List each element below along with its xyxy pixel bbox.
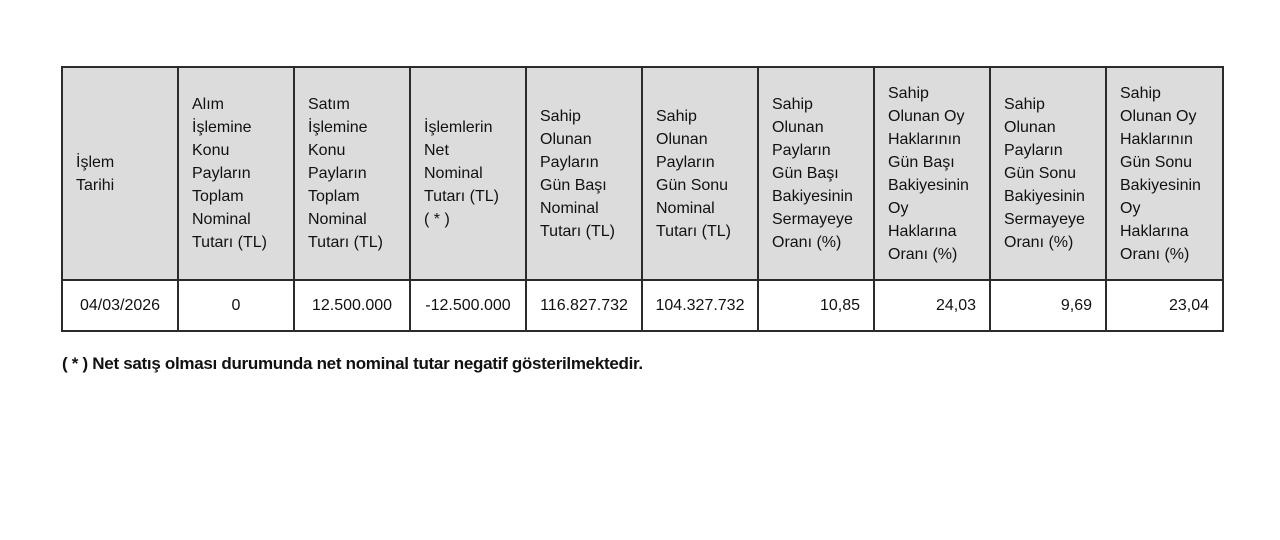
header-gun-basi-nominal: Sahip Olunan Payların Gün Başı Nominal T… bbox=[525, 66, 643, 281]
footnote: ( * ) Net satış olması durumunda net nom… bbox=[62, 354, 643, 373]
header-gun-sonu-sermaye-orani: Sahip Olunan Payların Gün Sonu Bakiyesin… bbox=[989, 66, 1107, 281]
header-row: İşlem Tarihi Alım İşlemine Konu Payların… bbox=[61, 66, 1224, 281]
header-gun-sonu-nominal: Sahip Olunan Payların Gün Sonu Nominal T… bbox=[641, 66, 759, 281]
header-alim-nominal: Alım İşlemine Konu Payların Toplam Nomin… bbox=[177, 66, 295, 281]
header-islem-tarihi: İşlem Tarihi bbox=[61, 66, 179, 281]
cell-gun-sonu-sermaye-orani: 9,69 bbox=[989, 279, 1107, 332]
header-satim-nominal: Satım İşlemine Konu Payların Toplam Nomi… bbox=[293, 66, 411, 281]
header-gun-sonu-oy-orani: Sahip Olunan Oy Haklarının Gün Sonu Baki… bbox=[1105, 66, 1224, 281]
cell-alim: 0 bbox=[177, 279, 295, 332]
header-gun-basi-oy-orani: Sahip Olunan Oy Haklarının Gün Başı Baki… bbox=[873, 66, 991, 281]
header-net-nominal: İşlemlerin Net Nominal Tutarı (TL) ( * ) bbox=[409, 66, 527, 281]
cell-net: -12.500.000 bbox=[409, 279, 527, 332]
header-gun-basi-sermaye-orani: Sahip Olunan Payların Gün Başı Bakiyesin… bbox=[757, 66, 875, 281]
cell-gun-basi-oy-orani: 24,03 bbox=[873, 279, 991, 332]
cell-gun-sonu-nominal: 104.327.732 bbox=[641, 279, 759, 332]
table-row: 04/03/2026 0 12.500.000 -12.500.000 116.… bbox=[61, 279, 1224, 332]
cell-satim: 12.500.000 bbox=[293, 279, 411, 332]
transaction-table: İşlem Tarihi Alım İşlemine Konu Payların… bbox=[61, 66, 1224, 332]
cell-gun-basi-sermaye-orani: 10,85 bbox=[757, 279, 875, 332]
cell-date: 04/03/2026 bbox=[61, 279, 179, 332]
cell-gun-basi-nominal: 116.827.732 bbox=[525, 279, 643, 332]
cell-gun-sonu-oy-orani: 23,04 bbox=[1105, 279, 1224, 332]
